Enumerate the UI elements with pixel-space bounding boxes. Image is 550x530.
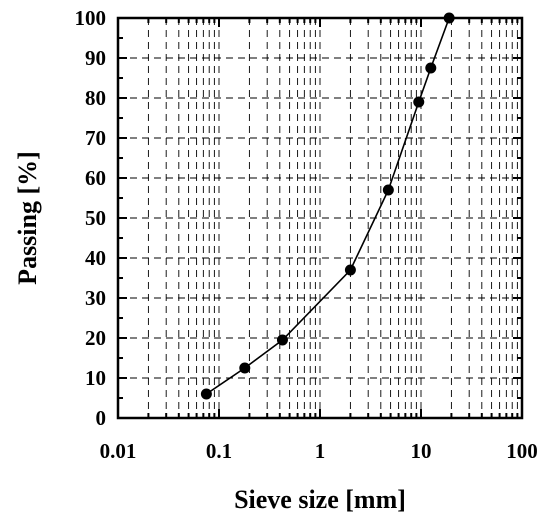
data-point: [425, 62, 437, 74]
grid-lines: [118, 18, 522, 418]
x-tick-label: 0.1: [206, 439, 232, 463]
y-tick-label: 70: [85, 126, 106, 150]
y-tick-label: 40: [85, 246, 106, 270]
y-tick-label: 50: [85, 206, 106, 230]
data-point: [413, 96, 425, 108]
data-point: [200, 388, 212, 400]
data-point: [443, 12, 455, 24]
y-tick-label: 90: [85, 46, 106, 70]
y-tick-label: 30: [85, 286, 106, 310]
axes: [116, 16, 524, 420]
y-axis-title: Passing [%]: [13, 151, 42, 285]
data-point: [276, 334, 288, 346]
y-tick-label: 0: [96, 406, 107, 430]
series-passing: [200, 12, 455, 400]
x-axis-title: Sieve size [mm]: [234, 485, 406, 514]
data-point: [344, 264, 356, 276]
x-tick-label: 0.01: [100, 439, 137, 463]
x-tick-label: 10: [411, 439, 432, 463]
data-point: [239, 362, 251, 374]
y-tick-label: 100: [75, 6, 107, 30]
x-tick-label: 1: [315, 439, 326, 463]
series-line: [205, 17, 450, 395]
y-tick-label: 60: [85, 166, 106, 190]
tick-labels: 0.01 0.1 1 10 100 0 10 20 30 40 50 60 70 80 90 100: [75, 6, 538, 463]
data-point: [382, 184, 394, 196]
y-tick-label: 80: [85, 86, 106, 110]
x-tick-label: 100: [506, 439, 538, 463]
y-tick-label: 10: [85, 366, 106, 390]
y-tick-label: 20: [85, 326, 106, 350]
